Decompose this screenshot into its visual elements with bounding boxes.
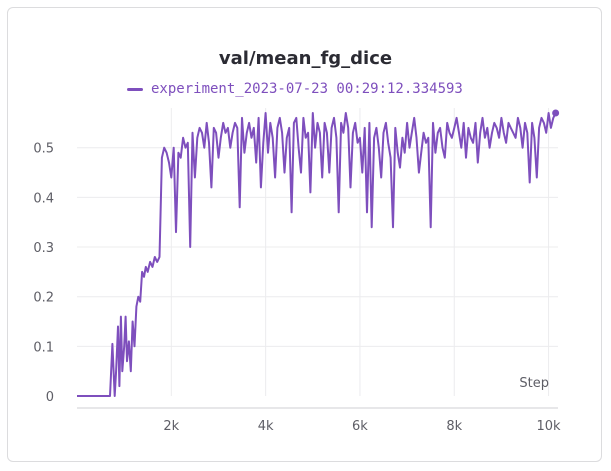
legend-label: experiment_2023-07-23 00:29:12.334593: [151, 81, 463, 97]
x-tick-label: 2k: [163, 419, 179, 434]
legend[interactable]: experiment_2023-07-23 00:29:12.334593: [127, 80, 463, 98]
chart-title: val/mean_fg_dice: [218, 48, 393, 69]
legend-swatch: [127, 87, 143, 91]
chart-panel: [7, 7, 602, 462]
x-axis-label: Step: [519, 376, 549, 391]
x-tick-label: 6k: [352, 419, 368, 434]
y-tick-label: 0.4: [33, 191, 54, 206]
y-tick-label: 0.1: [33, 340, 54, 355]
y-tick-label: 0: [46, 390, 54, 405]
y-tick-label: 0.3: [33, 241, 54, 256]
x-tick-label: 4k: [258, 419, 274, 434]
x-tick-label: 10k: [537, 419, 562, 434]
y-tick-label: 0.2: [33, 291, 54, 306]
y-tick-label: 0.5: [33, 142, 54, 157]
series-line: [77, 112, 557, 397]
last-point-marker: [552, 109, 560, 117]
x-tick-label: 8k: [446, 419, 462, 434]
